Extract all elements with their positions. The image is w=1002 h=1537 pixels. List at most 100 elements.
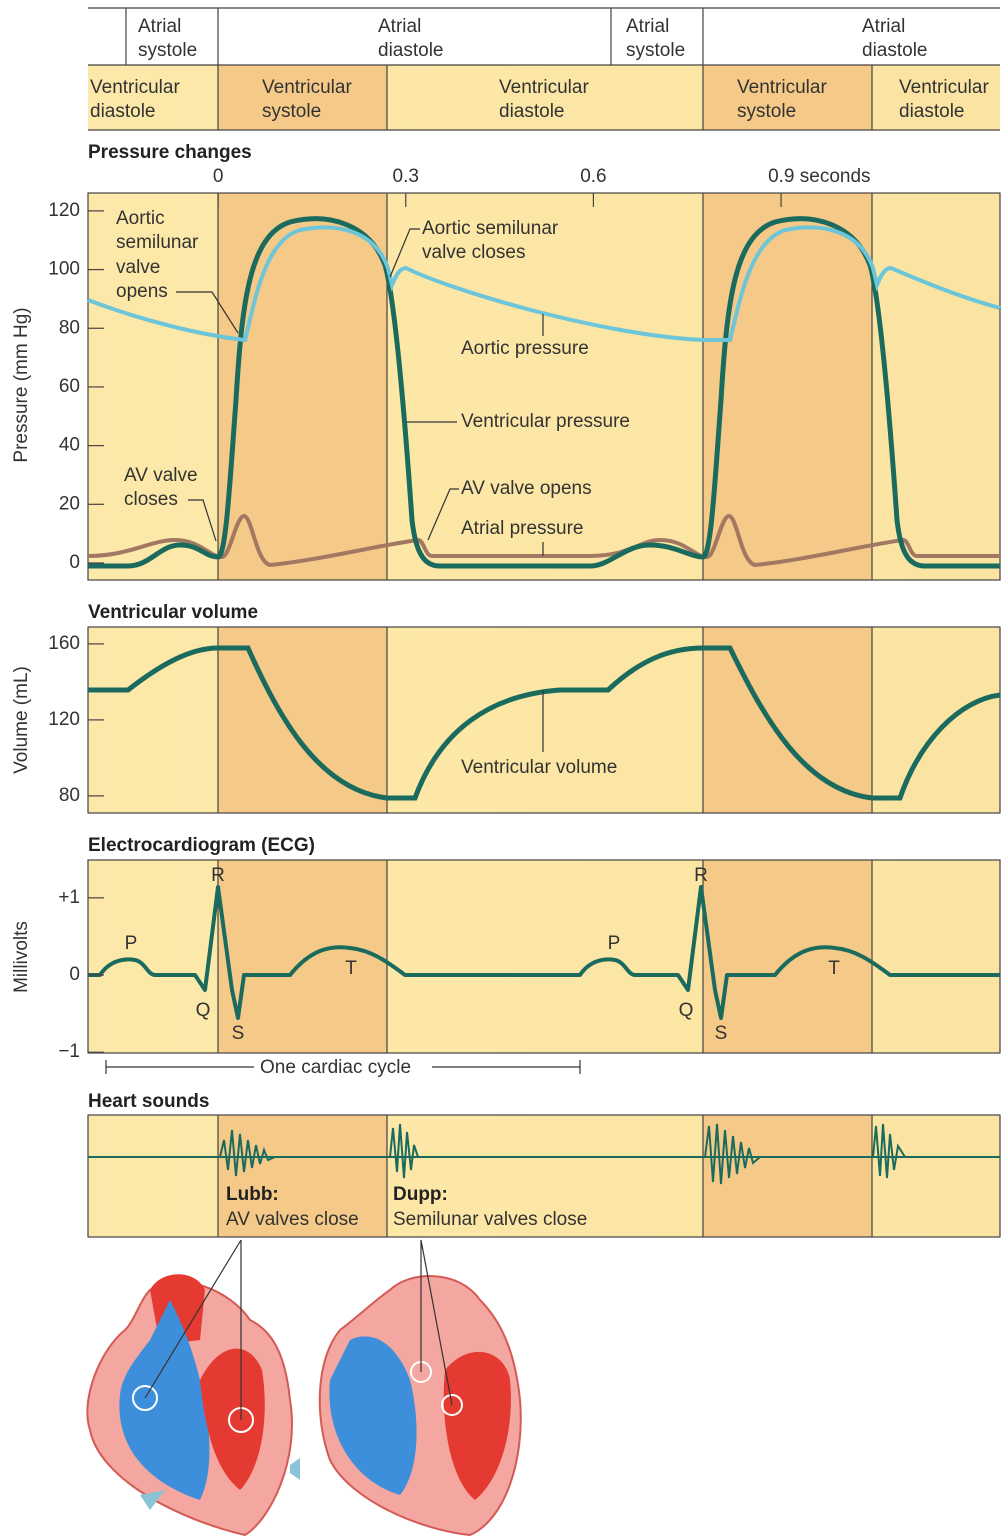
annotation: AV valve opens bbox=[461, 478, 592, 499]
x-tick-label: 0 bbox=[213, 166, 224, 187]
y-tick-label: 120 bbox=[48, 709, 80, 730]
panel-frame bbox=[87, 1114, 1001, 1238]
annotation: valve bbox=[116, 257, 160, 278]
y-tick-label: +1 bbox=[58, 887, 80, 908]
phase: diastole bbox=[862, 40, 928, 61]
annotation: Ventricular volume bbox=[461, 757, 617, 778]
wave-label: R bbox=[694, 865, 708, 886]
phase: Atrial bbox=[138, 16, 181, 37]
valve-marker bbox=[132, 1385, 158, 1411]
wave-label: P bbox=[125, 933, 138, 954]
shade bbox=[703, 193, 872, 580]
annotation: Atrial pressure bbox=[461, 518, 584, 539]
phase: Ventricular bbox=[90, 77, 180, 98]
panel-title: Ventricular volume bbox=[88, 602, 258, 623]
y-tick-label: 40 bbox=[59, 435, 80, 456]
phase: Atrial bbox=[626, 16, 669, 37]
volume-curve bbox=[88, 645, 1001, 801]
heart-lubb bbox=[86, 1239, 300, 1537]
sound-name: Lubb: bbox=[226, 1184, 279, 1205]
sound-burst bbox=[389, 1123, 419, 1179]
sound-name: Dupp: bbox=[393, 1184, 448, 1205]
leader bbox=[176, 291, 239, 334]
wave-label: P bbox=[608, 933, 621, 954]
sound-traces bbox=[88, 1123, 1000, 1185]
y-tick-label: 120 bbox=[48, 200, 80, 221]
annotation: Aortic pressure bbox=[461, 338, 589, 359]
sound-desc: AV valves close bbox=[226, 1209, 359, 1230]
shade bbox=[218, 627, 387, 813]
ecg-waves: P Q R S T P Q R S T bbox=[125, 865, 841, 1044]
annotation: semilunar bbox=[116, 232, 199, 253]
panels bbox=[87, 192, 1001, 1238]
y-tick-label: 0 bbox=[69, 964, 80, 985]
y-axis-label: Pressure (mm Hg) bbox=[11, 307, 32, 462]
wave-label: R bbox=[211, 865, 225, 886]
wave-label: T bbox=[828, 958, 840, 979]
leader bbox=[144, 1239, 242, 1420]
annotation: AV valve bbox=[124, 465, 198, 486]
atrial-pressure-curve bbox=[87, 513, 1000, 568]
y-tick-label: 0 bbox=[69, 552, 80, 573]
left-ventricle bbox=[443, 1351, 511, 1500]
wave-label: S bbox=[232, 1023, 245, 1044]
shade bbox=[703, 1115, 872, 1237]
y-tick-label: 80 bbox=[59, 785, 80, 806]
valve-marker bbox=[441, 1394, 463, 1416]
shade bbox=[218, 860, 387, 1053]
phase: Atrial bbox=[378, 16, 421, 37]
heart-dupp bbox=[318, 1239, 522, 1537]
wave-label: S bbox=[715, 1023, 728, 1044]
phase: diastole bbox=[378, 40, 444, 61]
aortic-pressure-curve bbox=[87, 225, 1001, 343]
right-ventricle bbox=[329, 1336, 417, 1495]
annotation: Aortic bbox=[116, 208, 165, 229]
annotation: Ventricular pressure bbox=[461, 411, 630, 432]
wave-label: T bbox=[345, 958, 357, 979]
annotation: opens bbox=[116, 281, 168, 302]
y-tick-label: 100 bbox=[48, 259, 80, 280]
shade bbox=[703, 65, 872, 130]
header: Atrial systole Atrial diastole Atrial sy… bbox=[88, 7, 1000, 131]
x-tick-label: 0.9 seconds bbox=[768, 166, 870, 187]
y-axis-label: Millivolts bbox=[11, 921, 32, 993]
shade bbox=[218, 65, 387, 130]
cycle-label: One cardiac cycle bbox=[260, 1057, 411, 1078]
y-axis-label: Volume (mL) bbox=[11, 666, 32, 774]
shade bbox=[218, 193, 387, 580]
bracket bbox=[105, 1060, 581, 1074]
phase: Ventricular bbox=[737, 77, 827, 98]
sound-burst bbox=[872, 1123, 906, 1179]
right-ventricle bbox=[119, 1300, 210, 1500]
phase: systole bbox=[626, 40, 685, 61]
leader bbox=[389, 228, 420, 278]
leader bbox=[420, 1239, 453, 1406]
y-tick-label: −1 bbox=[58, 1041, 80, 1062]
y-tick-label: 80 bbox=[59, 317, 80, 338]
phase: diastole bbox=[899, 101, 965, 122]
ecg-trace bbox=[88, 885, 1000, 1020]
sound-desc: Semilunar valves close bbox=[393, 1209, 587, 1230]
x-tick-label: 0.3 bbox=[393, 166, 419, 187]
y-tick-label: 60 bbox=[59, 376, 80, 397]
y-tick-label: 20 bbox=[59, 493, 80, 514]
cycle-bracket: One cardiac cycle bbox=[105, 1057, 581, 1078]
pressure-annotations: Aortic semilunar valve opens Aortic semi… bbox=[116, 208, 630, 556]
sound-burst bbox=[704, 1123, 761, 1185]
annotation: Aortic semilunar bbox=[422, 218, 559, 239]
x-tick-label: 0.6 bbox=[580, 166, 606, 187]
phase: diastole bbox=[499, 101, 565, 122]
leader bbox=[188, 499, 217, 542]
phase: systole bbox=[138, 40, 197, 61]
sound-burst bbox=[219, 1129, 276, 1177]
phase: Ventricular bbox=[262, 77, 352, 98]
panel-title: Heart sounds bbox=[88, 1091, 209, 1112]
phase: Ventricular bbox=[899, 77, 989, 98]
phase: diastole bbox=[90, 101, 156, 122]
panel-title: Electrocardiogram (ECG) bbox=[88, 835, 315, 856]
phase: systole bbox=[262, 101, 321, 122]
y-tick-label: 160 bbox=[48, 633, 80, 654]
phase: Ventricular bbox=[499, 77, 589, 98]
leader bbox=[427, 488, 459, 541]
